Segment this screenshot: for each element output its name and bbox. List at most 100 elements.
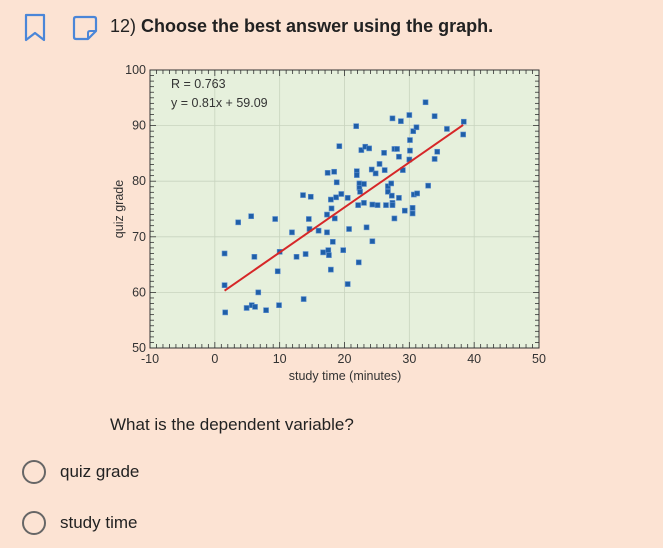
data-point <box>366 145 372 152</box>
data-point <box>324 170 331 176</box>
data-point <box>326 252 332 258</box>
data-point <box>396 153 402 160</box>
data-point <box>221 250 228 257</box>
data-point <box>372 170 379 177</box>
data-point <box>376 161 383 167</box>
data-point <box>293 254 300 260</box>
data-point <box>344 195 351 201</box>
data-point <box>306 216 312 222</box>
data-point <box>389 192 395 199</box>
data-point <box>394 146 400 152</box>
y-tick-label: 50 <box>132 341 146 355</box>
data-point <box>355 202 361 208</box>
data-point <box>330 239 336 245</box>
data-point <box>331 168 337 175</box>
data-point <box>391 215 398 222</box>
x-tick-label: 20 <box>338 352 352 366</box>
data-point <box>333 194 339 201</box>
x-tick-label: 0 <box>211 352 218 366</box>
question-text: What is the dependent variable? <box>110 415 354 434</box>
data-point <box>263 307 269 313</box>
radio-button[interactable] <box>22 460 46 484</box>
data-point <box>401 207 408 214</box>
option-label: quiz grade <box>60 462 140 481</box>
x-tick-label: 50 <box>532 352 546 366</box>
data-point <box>248 213 254 220</box>
data-point <box>338 191 345 197</box>
data-point <box>320 249 326 256</box>
x-tick-label: -10 <box>141 352 159 366</box>
data-point <box>383 202 389 208</box>
bookmark-icon[interactable] <box>24 13 46 43</box>
data-point <box>328 205 335 212</box>
y-tick-label: 80 <box>132 174 146 188</box>
y-tick-label: 90 <box>132 119 146 133</box>
data-point <box>422 99 429 106</box>
data-point <box>414 190 420 197</box>
data-point <box>331 215 338 222</box>
x-tick-label: 40 <box>467 352 481 366</box>
data-point <box>431 156 438 162</box>
question-number: 12) <box>110 16 137 36</box>
y-tick-label: 100 <box>125 63 146 77</box>
data-point <box>300 192 306 198</box>
x-tick-label: 10 <box>273 352 287 366</box>
data-point <box>221 282 228 288</box>
data-point <box>374 202 381 208</box>
data-point <box>355 259 362 266</box>
data-point <box>336 143 343 149</box>
data-point <box>324 229 330 236</box>
data-point <box>460 131 466 138</box>
data-point <box>406 112 413 118</box>
data-point <box>434 148 441 155</box>
data-point <box>381 150 387 156</box>
option-study-time[interactable]: study time <box>22 511 137 535</box>
data-point <box>363 224 370 231</box>
data-point <box>354 172 360 178</box>
data-point <box>252 304 258 310</box>
scatter-chart: -10 0 10 20 30 40 50 50 60 70 80 90 100 R = 0.763 y … <box>112 63 546 383</box>
data-point <box>369 201 376 208</box>
data-point <box>409 205 416 211</box>
data-point <box>235 219 241 226</box>
data-point <box>425 182 431 189</box>
data-point <box>398 118 404 124</box>
data-point <box>381 167 388 173</box>
data-point <box>222 309 229 316</box>
data-point <box>243 305 250 311</box>
option-quiz-grade[interactable]: quiz grade <box>22 460 139 484</box>
data-point <box>272 216 278 222</box>
data-point <box>407 137 413 143</box>
data-point <box>325 247 332 253</box>
data-point <box>410 128 417 134</box>
option-label: study time <box>60 513 138 532</box>
data-point <box>324 211 330 218</box>
data-point <box>369 238 376 245</box>
data-point <box>358 147 365 153</box>
data-point <box>333 179 340 186</box>
y-tick-label: 60 <box>132 285 146 299</box>
data-point <box>368 166 375 173</box>
radio-button[interactable] <box>22 511 46 535</box>
note-icon[interactable] <box>72 15 98 41</box>
y-axis-label: quiz grade <box>112 180 126 238</box>
data-point <box>357 188 363 195</box>
annotation-equation: y = 0.81x + 59.09 <box>171 96 268 110</box>
data-point <box>307 193 314 200</box>
data-point <box>255 289 262 296</box>
data-point <box>274 268 281 275</box>
data-point <box>389 115 396 122</box>
question-prompt: Choose the best answer using the graph. <box>141 16 494 36</box>
data-point <box>444 126 450 132</box>
data-point <box>328 196 334 203</box>
data-point <box>289 229 295 236</box>
data-point <box>385 188 391 195</box>
data-point <box>344 281 351 287</box>
data-point <box>396 195 402 201</box>
data-point <box>361 200 367 206</box>
data-point <box>353 123 359 129</box>
data-point <box>315 227 322 234</box>
data-point <box>340 247 347 253</box>
data-point <box>251 254 258 260</box>
plot-frame <box>149 69 540 349</box>
